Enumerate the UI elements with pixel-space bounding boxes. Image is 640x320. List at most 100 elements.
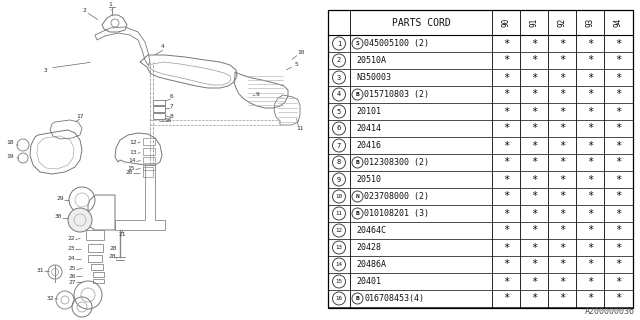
Text: *: * bbox=[587, 293, 593, 303]
Text: 22: 22 bbox=[67, 236, 75, 241]
Text: 4: 4 bbox=[161, 44, 165, 50]
Text: 94: 94 bbox=[614, 18, 623, 27]
Text: 2: 2 bbox=[82, 9, 86, 13]
Text: 31: 31 bbox=[36, 268, 44, 273]
Text: 19: 19 bbox=[6, 155, 13, 159]
Bar bbox=[143, 148, 155, 155]
Text: 1: 1 bbox=[337, 41, 341, 46]
Text: 2: 2 bbox=[337, 58, 341, 63]
Text: *: * bbox=[559, 226, 565, 236]
Text: *: * bbox=[531, 209, 537, 219]
Text: 20428: 20428 bbox=[356, 243, 381, 252]
Text: *: * bbox=[531, 226, 537, 236]
Text: 91: 91 bbox=[529, 18, 538, 27]
Text: 20486A: 20486A bbox=[356, 260, 386, 269]
Text: *: * bbox=[587, 124, 593, 133]
Circle shape bbox=[68, 208, 92, 232]
Text: *: * bbox=[559, 276, 565, 286]
Text: *: * bbox=[503, 124, 509, 133]
Text: *: * bbox=[615, 260, 621, 269]
Text: 045005100 (2): 045005100 (2) bbox=[365, 39, 429, 48]
Text: *: * bbox=[587, 276, 593, 286]
Text: 21: 21 bbox=[118, 231, 125, 236]
Text: *: * bbox=[559, 293, 565, 303]
Bar bbox=[86, 230, 104, 240]
Text: 015710803 (2): 015710803 (2) bbox=[365, 90, 429, 99]
Text: 14: 14 bbox=[335, 262, 342, 267]
Text: 20414: 20414 bbox=[356, 124, 381, 133]
Bar bbox=[143, 165, 155, 170]
Bar bbox=[143, 167, 153, 177]
Bar bbox=[93, 272, 104, 277]
Text: PARTS CORD: PARTS CORD bbox=[392, 18, 451, 28]
Text: *: * bbox=[615, 107, 621, 116]
Text: 20101: 20101 bbox=[356, 107, 381, 116]
Text: 1: 1 bbox=[108, 3, 112, 7]
Text: *: * bbox=[503, 226, 509, 236]
Text: *: * bbox=[559, 174, 565, 185]
Text: 20: 20 bbox=[125, 170, 132, 174]
Text: *: * bbox=[559, 157, 565, 167]
Text: 9: 9 bbox=[255, 92, 259, 98]
Text: 20416: 20416 bbox=[356, 141, 381, 150]
Text: *: * bbox=[531, 293, 537, 303]
Text: 12: 12 bbox=[129, 140, 137, 145]
Text: *: * bbox=[615, 243, 621, 252]
Text: *: * bbox=[559, 107, 565, 116]
Text: B: B bbox=[356, 160, 360, 165]
Text: *: * bbox=[587, 174, 593, 185]
Text: *: * bbox=[531, 38, 537, 49]
Text: *: * bbox=[559, 140, 565, 150]
Text: *: * bbox=[503, 90, 509, 100]
Text: *: * bbox=[615, 293, 621, 303]
Text: N350003: N350003 bbox=[356, 73, 391, 82]
Text: *: * bbox=[531, 191, 537, 202]
Text: 9: 9 bbox=[337, 177, 341, 182]
Text: 12: 12 bbox=[335, 228, 342, 233]
Text: *: * bbox=[531, 55, 537, 66]
Text: 15: 15 bbox=[127, 166, 135, 172]
Text: N: N bbox=[356, 194, 360, 199]
Text: B: B bbox=[356, 211, 360, 216]
Text: *: * bbox=[587, 226, 593, 236]
Text: 16: 16 bbox=[335, 296, 342, 301]
Text: *: * bbox=[559, 38, 565, 49]
Text: *: * bbox=[559, 191, 565, 202]
Text: 17: 17 bbox=[76, 114, 84, 118]
Text: *: * bbox=[587, 73, 593, 83]
Text: 16: 16 bbox=[164, 117, 172, 123]
Text: *: * bbox=[559, 73, 565, 83]
Text: 28: 28 bbox=[108, 253, 116, 259]
Text: *: * bbox=[559, 55, 565, 66]
Text: 10: 10 bbox=[297, 50, 305, 54]
Text: *: * bbox=[503, 107, 509, 116]
Text: 26: 26 bbox=[68, 274, 76, 278]
Text: *: * bbox=[587, 107, 593, 116]
Text: S: S bbox=[356, 41, 360, 46]
Text: *: * bbox=[531, 124, 537, 133]
Text: B: B bbox=[356, 92, 360, 97]
Text: A200000036: A200000036 bbox=[585, 307, 635, 316]
Text: *: * bbox=[615, 90, 621, 100]
Text: 20510A: 20510A bbox=[356, 56, 386, 65]
Text: *: * bbox=[503, 157, 509, 167]
Text: 012308300 (2): 012308300 (2) bbox=[365, 158, 429, 167]
Text: *: * bbox=[615, 276, 621, 286]
Text: *: * bbox=[503, 243, 509, 252]
Text: *: * bbox=[531, 73, 537, 83]
Text: 11: 11 bbox=[296, 125, 304, 131]
Text: *: * bbox=[503, 260, 509, 269]
Bar bbox=[91, 264, 103, 270]
Text: *: * bbox=[503, 191, 509, 202]
Text: *: * bbox=[531, 260, 537, 269]
Text: *: * bbox=[615, 124, 621, 133]
Text: 93: 93 bbox=[586, 18, 595, 27]
Text: 14: 14 bbox=[128, 158, 136, 164]
Text: *: * bbox=[587, 140, 593, 150]
Text: 25: 25 bbox=[68, 267, 76, 271]
Text: 90: 90 bbox=[502, 18, 511, 27]
Bar bbox=[328, 10, 633, 308]
Bar bbox=[88, 244, 103, 252]
Text: 6: 6 bbox=[170, 93, 174, 99]
Text: *: * bbox=[615, 209, 621, 219]
